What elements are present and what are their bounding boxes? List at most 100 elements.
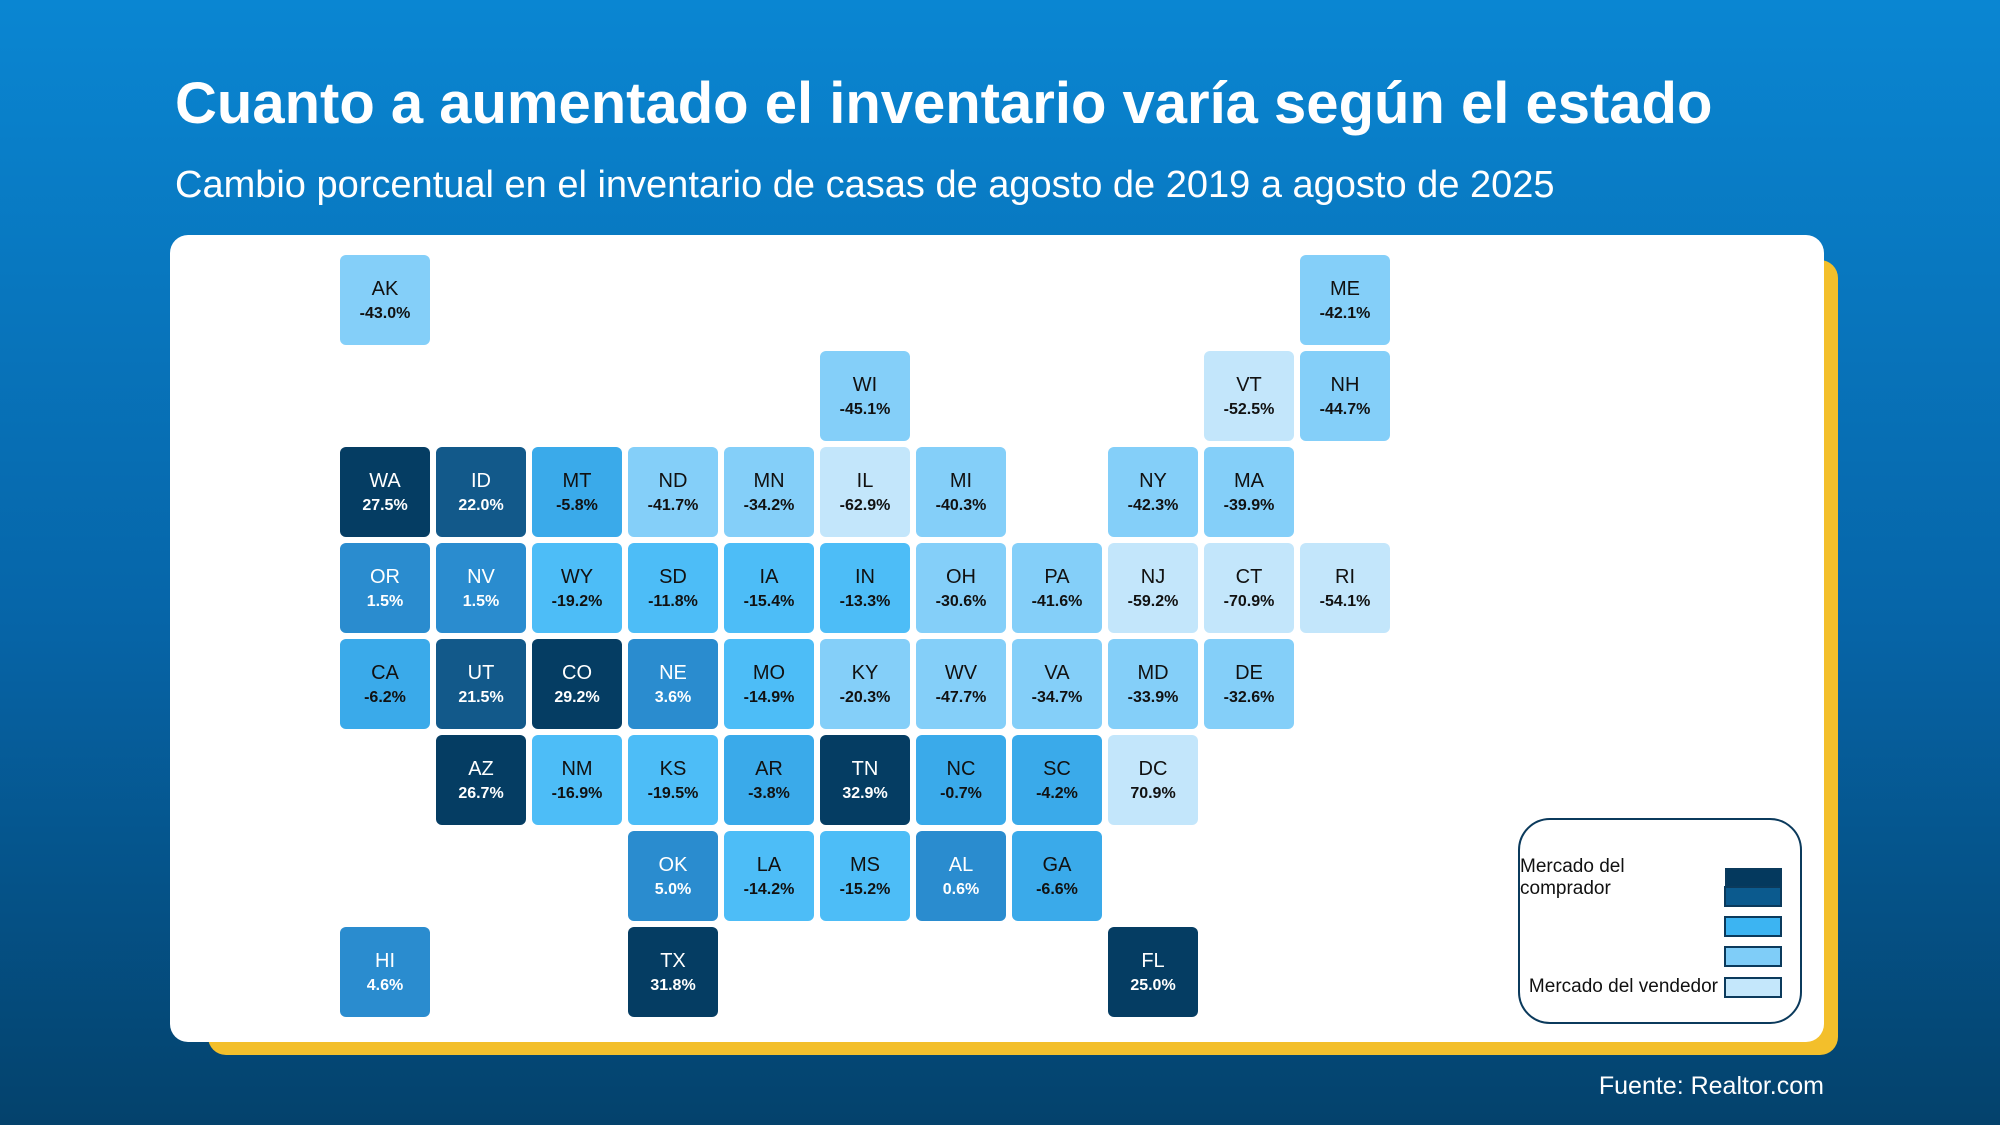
state-ia[interactable]: IA -15.4%: [724, 543, 814, 633]
state-ms[interactable]: MS -15.2%: [820, 831, 910, 921]
state-value: 26.7%: [458, 784, 504, 802]
state-abbr: FL: [1141, 949, 1165, 972]
legend-item: [1718, 886, 1782, 907]
state-ok[interactable]: OK 5.0%: [628, 831, 718, 921]
state-co[interactable]: CO 29.2%: [532, 639, 622, 729]
state-abbr: SD: [659, 565, 687, 588]
state-value: 27.5%: [362, 496, 408, 514]
state-nh[interactable]: NH -44.7%: [1300, 351, 1390, 441]
state-abbr: NE: [659, 661, 687, 684]
state-value: -6.6%: [1036, 880, 1078, 898]
legend-item: Mercado del comprador: [1520, 856, 1782, 900]
state-abbr: PA: [1044, 565, 1070, 588]
state-dc[interactable]: DC 70.9%: [1108, 735, 1198, 825]
state-fl[interactable]: FL 25.0%: [1108, 927, 1198, 1017]
state-az[interactable]: AZ 26.7%: [436, 735, 526, 825]
state-wy[interactable]: WY -19.2%: [532, 543, 622, 633]
state-in[interactable]: IN -13.3%: [820, 543, 910, 633]
state-oh[interactable]: OH -30.6%: [916, 543, 1006, 633]
state-ca[interactable]: CA -6.2%: [340, 639, 430, 729]
state-ny[interactable]: NY -42.3%: [1108, 447, 1198, 537]
state-abbr: NC: [946, 757, 976, 780]
state-ct[interactable]: CT -70.9%: [1204, 543, 1294, 633]
legend-label: Mercado del comprador: [1520, 856, 1625, 899]
state-tn[interactable]: TN 32.9%: [820, 735, 910, 825]
state-ma[interactable]: MA -39.9%: [1204, 447, 1294, 537]
us-state-map: AK -43.0% ME -42.1% WI -45.1% VT -52.5% NH -44.7%…: [340, 255, 1440, 1025]
state-abbr: IA: [759, 565, 779, 588]
state-me[interactable]: ME -42.1%: [1300, 255, 1390, 345]
state-value: -59.2%: [1127, 592, 1179, 610]
state-abbr: MI: [949, 469, 973, 492]
state-nc[interactable]: NC -0.7%: [916, 735, 1006, 825]
state-value: -47.7%: [935, 688, 987, 706]
state-abbr: VT: [1236, 373, 1262, 396]
state-value: -14.9%: [743, 688, 795, 706]
state-abbr: HI: [375, 949, 395, 972]
state-wi[interactable]: WI -45.1%: [820, 351, 910, 441]
state-ar[interactable]: AR -3.8%: [724, 735, 814, 825]
state-value: 0.6%: [942, 880, 980, 898]
state-value: 5.0%: [654, 880, 692, 898]
map-card: AK -43.0% ME -42.1% WI -45.1% VT -52.5% NH -44.7%…: [170, 235, 1824, 1042]
state-sd[interactable]: SD -11.8%: [628, 543, 718, 633]
state-wa[interactable]: WA 27.5%: [340, 447, 430, 537]
state-value: -40.3%: [935, 496, 987, 514]
state-value: -19.2%: [551, 592, 603, 610]
state-sc[interactable]: SC -4.2%: [1012, 735, 1102, 825]
state-value: -6.2%: [364, 688, 406, 706]
state-de[interactable]: DE -32.6%: [1204, 639, 1294, 729]
state-abbr: AL: [948, 853, 974, 876]
state-abbr: DC: [1138, 757, 1168, 780]
state-id[interactable]: ID 22.0%: [436, 447, 526, 537]
state-abbr: WA: [369, 469, 401, 492]
state-ut[interactable]: UT 21.5%: [436, 639, 526, 729]
state-value: 29.2%: [554, 688, 600, 706]
state-value: -16.9%: [551, 784, 603, 802]
state-nd[interactable]: ND -41.7%: [628, 447, 718, 537]
state-va[interactable]: VA -34.7%: [1012, 639, 1102, 729]
state-abbr: UT: [467, 661, 495, 684]
state-ne[interactable]: NE 3.6%: [628, 639, 718, 729]
state-md[interactable]: MD -33.9%: [1108, 639, 1198, 729]
state-nj[interactable]: NJ -59.2%: [1108, 543, 1198, 633]
state-wv[interactable]: WV -47.7%: [916, 639, 1006, 729]
state-abbr: NM: [561, 757, 593, 780]
legend-item: Mercado del vendedor: [1529, 976, 1782, 998]
state-abbr: DE: [1235, 661, 1263, 684]
state-la[interactable]: LA -14.2%: [724, 831, 814, 921]
state-value: -11.8%: [648, 592, 698, 610]
state-abbr: NV: [467, 565, 495, 588]
state-value: -32.6%: [1223, 688, 1275, 706]
state-or[interactable]: OR 1.5%: [340, 543, 430, 633]
state-abbr: OK: [658, 853, 688, 876]
state-vt[interactable]: VT -52.5%: [1204, 351, 1294, 441]
state-tx[interactable]: TX 31.8%: [628, 927, 718, 1017]
state-pa[interactable]: PA -41.6%: [1012, 543, 1102, 633]
state-mn[interactable]: MN -34.2%: [724, 447, 814, 537]
state-value: -19.5%: [647, 784, 699, 802]
state-ky[interactable]: KY -20.3%: [820, 639, 910, 729]
state-ri[interactable]: RI -54.1%: [1300, 543, 1390, 633]
state-value: 31.8%: [650, 976, 696, 994]
state-value: -30.6%: [935, 592, 987, 610]
state-hi[interactable]: HI 4.6%: [340, 927, 430, 1017]
state-value: -4.2%: [1036, 784, 1078, 802]
state-abbr: WI: [852, 373, 878, 396]
legend-swatch: [1724, 976, 1782, 998]
state-mt[interactable]: MT -5.8%: [532, 447, 622, 537]
state-abbr: LA: [756, 853, 782, 876]
state-nm[interactable]: NM -16.9%: [532, 735, 622, 825]
state-ks[interactable]: KS -19.5%: [628, 735, 718, 825]
state-value: -34.2%: [743, 496, 795, 514]
state-al[interactable]: AL 0.6%: [916, 831, 1006, 921]
state-ak[interactable]: AK -43.0%: [340, 255, 430, 345]
state-ga[interactable]: GA -6.6%: [1012, 831, 1102, 921]
state-nv[interactable]: NV 1.5%: [436, 543, 526, 633]
state-mi[interactable]: MI -40.3%: [916, 447, 1006, 537]
state-abbr: MO: [752, 661, 786, 684]
state-value: 32.9%: [842, 784, 888, 802]
state-il[interactable]: IL -62.9%: [820, 447, 910, 537]
state-mo[interactable]: MO -14.9%: [724, 639, 814, 729]
state-abbr: OH: [946, 565, 976, 588]
